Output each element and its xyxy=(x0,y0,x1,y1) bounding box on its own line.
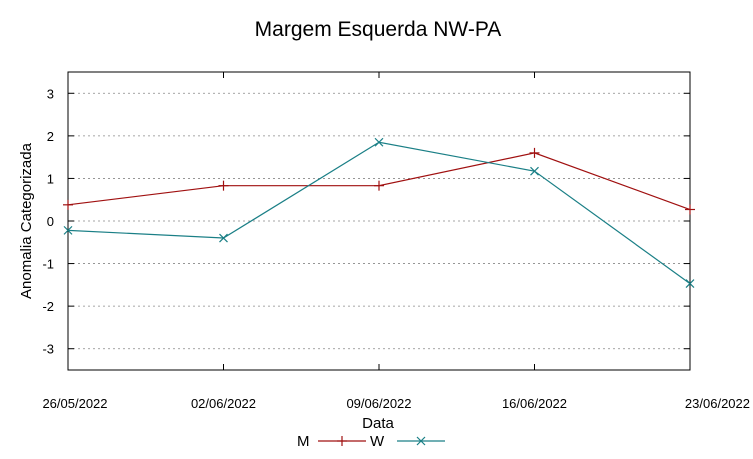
data-point-M xyxy=(63,199,73,210)
data-point-M xyxy=(685,204,695,215)
y-axis-label: Anomalia Categorizada xyxy=(18,142,35,299)
data-point-W xyxy=(219,233,228,243)
data-point-M xyxy=(218,180,229,191)
y-tick-label: 3 xyxy=(47,86,54,101)
data-point-M xyxy=(529,147,540,158)
data-point-W xyxy=(374,137,384,147)
x-tick-label: 16/06/2022 xyxy=(502,396,567,411)
x-tick-label: 09/06/2022 xyxy=(346,396,411,411)
data-point-W xyxy=(530,166,539,176)
legend-label-M: M xyxy=(297,433,310,450)
series-line-W xyxy=(67,141,691,285)
y-axis: -3 -2 -1 0 1 2 3 xyxy=(42,86,690,357)
legend-marker-M xyxy=(337,436,347,446)
x-axis-label: Data xyxy=(362,415,394,432)
data-point-W xyxy=(63,225,73,235)
y-tick-label: 2 xyxy=(47,129,54,144)
y-tick-label: -1 xyxy=(42,257,54,272)
legend-marker-W xyxy=(416,436,426,446)
data-point-M xyxy=(374,180,384,191)
x-tick-label: 23/06/2022 xyxy=(685,396,750,411)
grid xyxy=(68,92,690,350)
x-tick-label: 26/05/2022 xyxy=(42,396,107,411)
series xyxy=(63,137,695,289)
y-tick-label: 0 xyxy=(47,214,54,229)
x-tick-label: 02/06/2022 xyxy=(191,396,256,411)
chart-title: Margem Esquerda NW-PA xyxy=(255,18,502,41)
legend-label-W: W xyxy=(370,433,385,450)
y-tick-label: -3 xyxy=(42,342,54,357)
data-point-W xyxy=(685,279,695,289)
y-tick-label: 1 xyxy=(47,171,54,186)
y-tick-label: -2 xyxy=(42,299,54,314)
x-axis: 26/05/2022 02/06/2022 09/06/2022 16/06/2022… xyxy=(42,72,750,411)
